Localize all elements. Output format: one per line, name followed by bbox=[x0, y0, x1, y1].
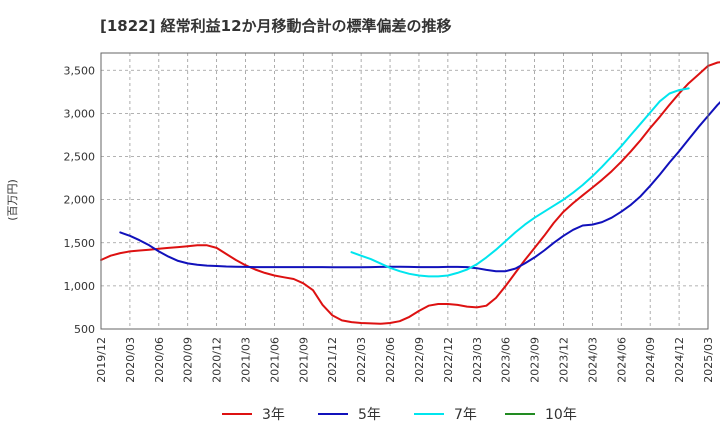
x-tick-label: 2022/03 bbox=[355, 337, 368, 383]
y-axis-label: (百万円) bbox=[6, 179, 19, 221]
y-tick-label: 500 bbox=[74, 323, 95, 336]
x-tick-label: 2021/09 bbox=[297, 337, 310, 383]
series-line-2 bbox=[350, 87, 690, 278]
x-tick-label: 2023/12 bbox=[557, 337, 570, 383]
series-line-0 bbox=[100, 61, 720, 325]
legend-label-2: 7年 bbox=[454, 407, 477, 423]
x-tick-label: 2021/03 bbox=[240, 337, 253, 383]
y-axis-ticks: 500 1,000 1,500 2,000 2,500 3,000 3,500 bbox=[64, 64, 96, 336]
x-tick-label: 2024/09 bbox=[644, 337, 657, 383]
x-tick-label: 2020/09 bbox=[182, 337, 195, 383]
y-tick-label: 1,500 bbox=[64, 237, 96, 250]
legend-label-1: 5年 bbox=[358, 407, 381, 423]
legend: 3年 5年 7年 10年 bbox=[222, 407, 577, 423]
y-tick-label: 3,000 bbox=[64, 107, 96, 120]
x-tick-label: 2024/12 bbox=[673, 337, 686, 383]
x-tick-label: 2022/12 bbox=[442, 337, 455, 383]
legend-label-0: 3年 bbox=[262, 407, 285, 423]
x-tick-label: 2023/03 bbox=[471, 337, 484, 383]
x-tick-label: 2023/09 bbox=[529, 337, 542, 383]
y-tick-label: 2,000 bbox=[64, 194, 96, 207]
x-tick-label: 2020/06 bbox=[153, 337, 166, 383]
x-tick-label: 2021/12 bbox=[326, 337, 339, 383]
x-tick-label: 2020/03 bbox=[124, 337, 137, 383]
y-tick-label: 3,500 bbox=[64, 64, 96, 77]
x-tick-label: 2020/12 bbox=[211, 337, 224, 383]
x-tick-label: 2023/06 bbox=[500, 337, 513, 383]
x-tick-label: 2021/06 bbox=[268, 337, 281, 383]
plot-series bbox=[100, 61, 720, 325]
grid-lines bbox=[100, 53, 709, 330]
series-line-1 bbox=[119, 101, 720, 273]
legend-label-3: 10年 bbox=[545, 407, 577, 423]
x-tick-label: 2024/03 bbox=[586, 337, 599, 383]
chart-title: [1822] 経常利益12か月移動合計の標準偏差の推移 bbox=[100, 17, 452, 35]
plot-frame bbox=[100, 52, 709, 330]
x-tick-label: 2022/09 bbox=[413, 337, 426, 383]
x-tick-label: 2022/06 bbox=[384, 337, 397, 383]
x-tick-label: 2024/06 bbox=[615, 337, 628, 383]
x-tick-label: 2019/12 bbox=[95, 337, 108, 383]
y-tick-label: 2,500 bbox=[64, 151, 96, 164]
y-tick-label: 1,000 bbox=[64, 280, 96, 293]
x-axis-ticks: 2019/12 2020/03 2020/06 2020/09 2020/12 2021/… bbox=[95, 337, 715, 383]
x-tick-label: 2025/03 bbox=[702, 337, 715, 383]
